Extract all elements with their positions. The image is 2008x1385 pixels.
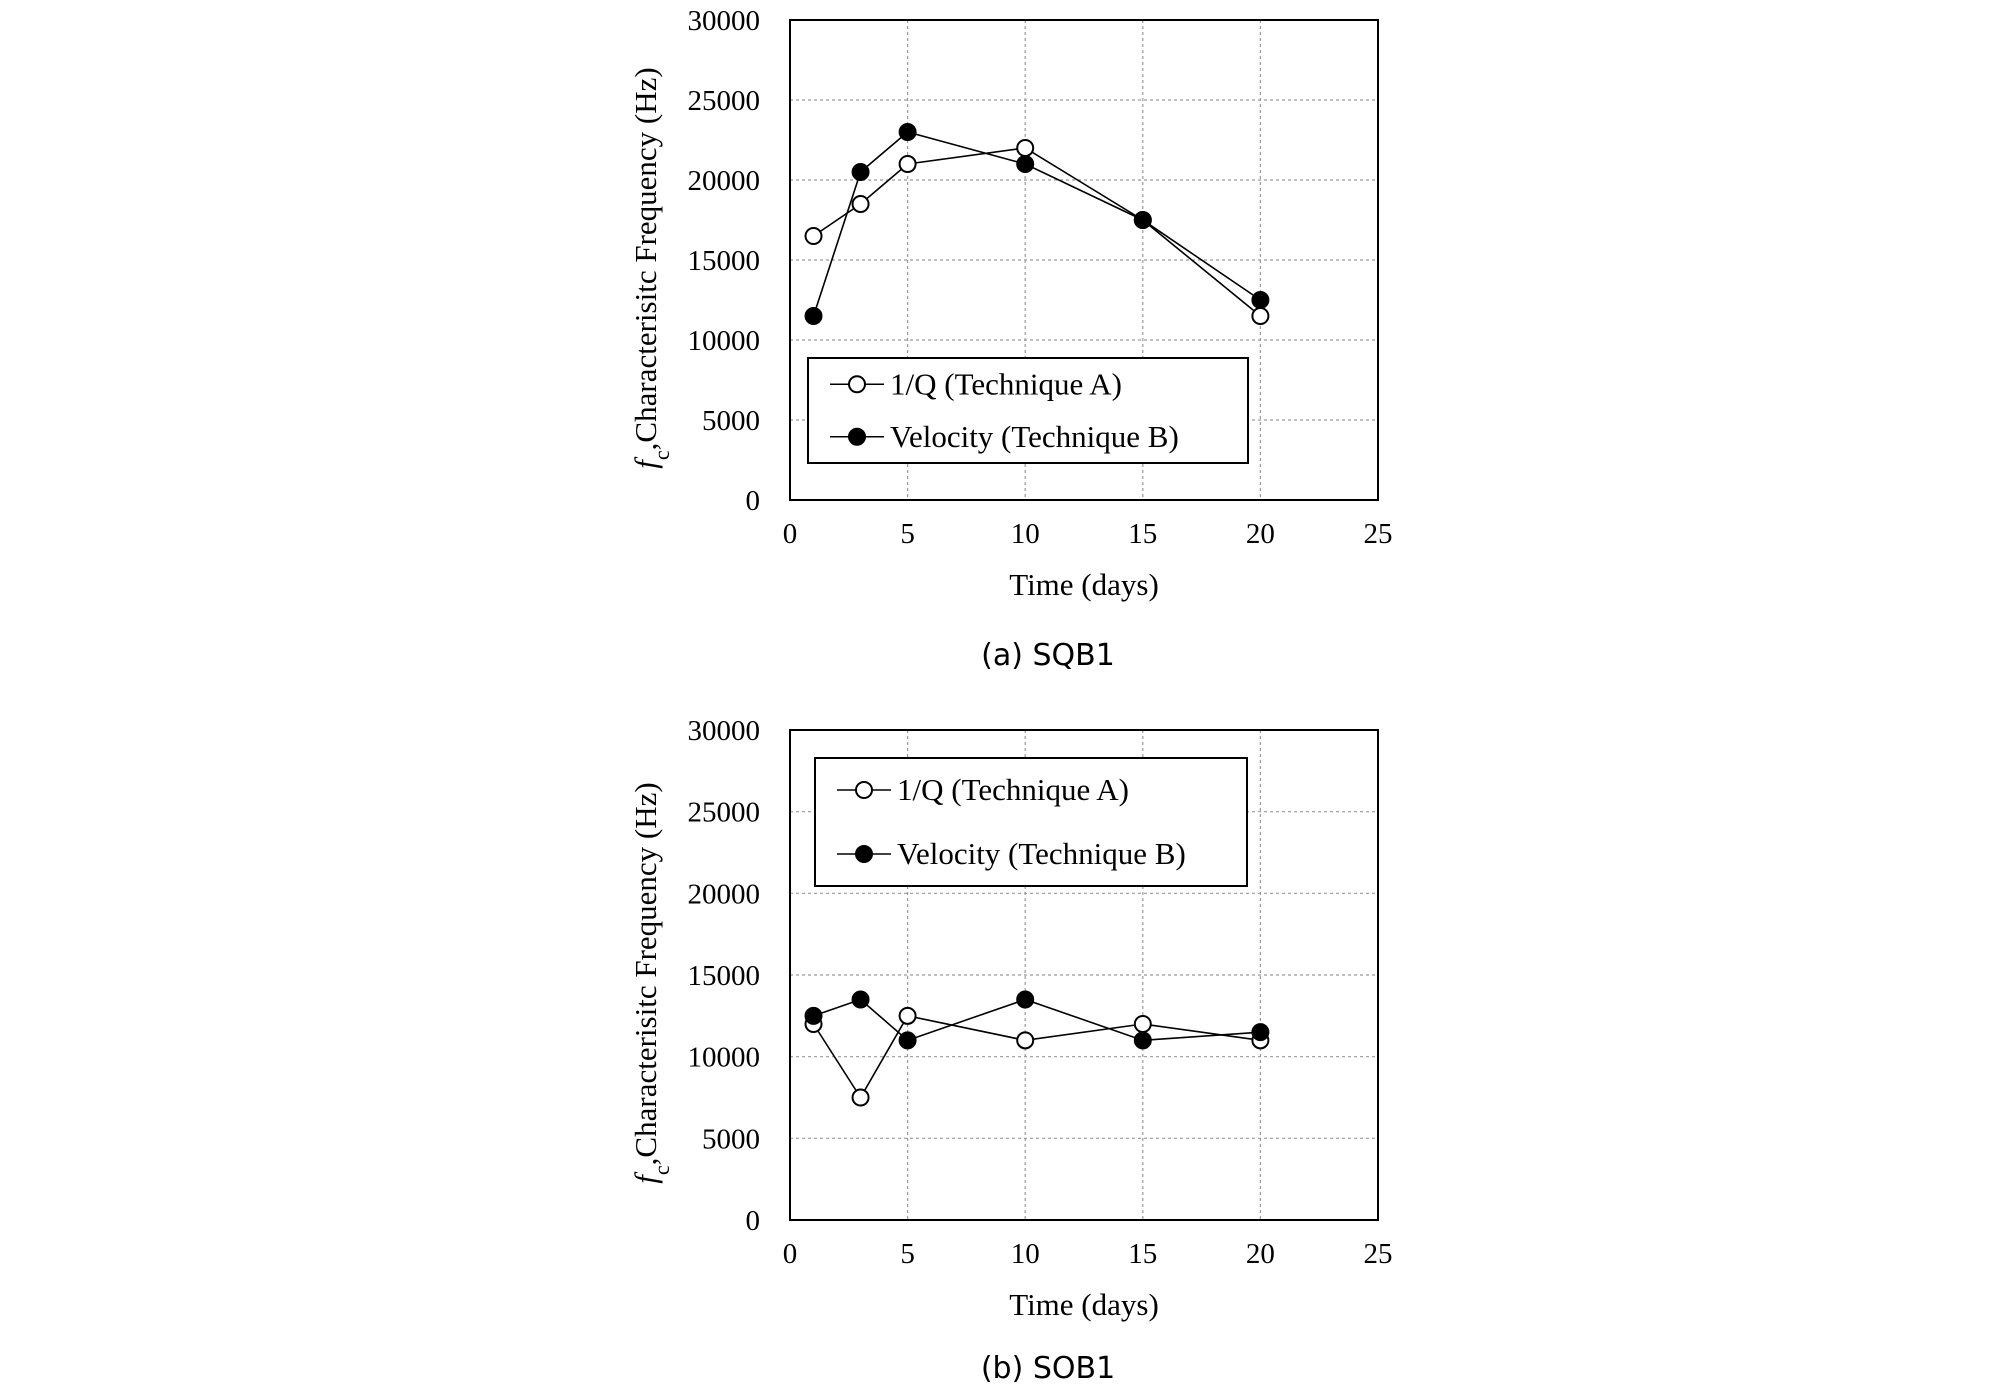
x-axis-title: Time (days) xyxy=(1009,1287,1159,1322)
y-tick-label: 15000 xyxy=(688,960,761,992)
x-tick-label: 15 xyxy=(1128,518,1157,550)
open-circle-marker xyxy=(855,781,873,799)
x-tick-label: 15 xyxy=(1128,1238,1157,1270)
chart-sqb1: 0 5 10 15 20 25 0 5000 10000 15000 20000 25000 30000… xyxy=(628,5,1393,673)
x-tick-label: 0 xyxy=(783,518,798,550)
y-tick-label: 20000 xyxy=(688,165,761,197)
open-circle-marker xyxy=(898,1006,917,1025)
open-circle-marker xyxy=(1016,139,1035,157)
series-layer xyxy=(804,123,1270,325)
series-line xyxy=(812,1014,1261,1100)
plot-frame xyxy=(789,19,1379,501)
legend-entries xyxy=(830,375,884,446)
y-tick-label: 20000 xyxy=(688,878,761,910)
filled-circle-marker xyxy=(851,990,870,1009)
legend-entries xyxy=(837,781,891,863)
y-tick-label: 5000 xyxy=(702,405,760,437)
filled-circle-marker xyxy=(804,307,823,325)
filled-circle-marker xyxy=(898,123,917,141)
y-tick-label: 10000 xyxy=(688,1042,761,1074)
y-axis-label-text: ,Characterisitc Frequency (Hz) xyxy=(628,782,663,1165)
legend-label: Velocity (Technique B) xyxy=(897,836,1186,871)
series-line xyxy=(813,147,1261,317)
y-axis-subscript: c xyxy=(649,450,674,460)
open-circle-marker xyxy=(1251,307,1270,325)
filled-circle-marker xyxy=(1016,990,1035,1009)
tick-labels: 0 5 10 15 20 25 0 5000 10000 15000 20000 25000 30000 xyxy=(688,715,1393,1270)
series-layer xyxy=(804,990,1270,1107)
y-tick-label: 15000 xyxy=(688,245,761,277)
y-tick-label: 10000 xyxy=(688,325,761,357)
y-tick-label: 5000 xyxy=(702,1123,760,1155)
chart-sob1: 0 5 10 15 20 25 0 5000 10000 15000 20000 25000 30000… xyxy=(628,715,1393,1385)
x-tick-label: 20 xyxy=(1246,1238,1275,1270)
filled-circle-marker xyxy=(1251,1023,1270,1042)
open-circle-marker xyxy=(1016,1031,1035,1050)
filled-circle-marker xyxy=(1251,291,1270,309)
x-axis-title: Time (days) xyxy=(1009,567,1159,602)
y-axis-title: fc,Characterisitc Frequency (Hz) xyxy=(628,67,674,468)
x-tick-label: 5 xyxy=(900,1238,915,1270)
legend-label: 1/Q (Technique A) xyxy=(890,366,1122,401)
y-tick-label: 0 xyxy=(746,485,761,517)
open-circle-marker xyxy=(804,227,823,245)
legend-box xyxy=(814,757,1248,887)
filled-circle-marker xyxy=(1016,155,1035,173)
legend-label: 1/Q (Technique A) xyxy=(897,772,1129,807)
x-tick-label: 20 xyxy=(1246,518,1275,550)
open-circle-marker xyxy=(851,1088,870,1107)
legend-label: Velocity (Technique B) xyxy=(890,419,1179,454)
filled-circle-marker xyxy=(898,1031,917,1050)
chart-caption: (b) SOB1 xyxy=(981,1351,1115,1385)
y-tick-label: 25000 xyxy=(688,797,761,829)
y-tick-label: 30000 xyxy=(688,715,761,747)
series-line xyxy=(812,131,1261,317)
x-tick-label: 25 xyxy=(1364,1238,1393,1270)
chart-caption: (a) SQB1 xyxy=(981,638,1115,673)
filled-circle-marker xyxy=(851,163,870,181)
x-tick-label: 10 xyxy=(1011,518,1040,550)
filled-circle-marker xyxy=(804,1006,823,1025)
series-line xyxy=(813,998,1261,1042)
y-axis-subscript: c xyxy=(649,1165,674,1175)
plot-frame xyxy=(789,729,1379,1221)
x-tick-label: 0 xyxy=(783,1238,798,1270)
x-tick-label: 5 xyxy=(900,518,915,550)
y-tick-label: 30000 xyxy=(688,5,761,37)
x-tick-label: 25 xyxy=(1364,518,1393,550)
open-circle-marker xyxy=(848,375,866,394)
open-circle-marker xyxy=(1133,1015,1152,1033)
filled-circle-marker xyxy=(848,427,866,446)
filled-circle-marker xyxy=(1133,1031,1152,1050)
y-tick-label: 0 xyxy=(746,1205,761,1237)
x-tick-label: 10 xyxy=(1011,1238,1040,1270)
legend: 1/Q (Technique A) Velocity (Technique B) xyxy=(807,357,1249,464)
y-axis-label-text: ,Characterisitc Frequency (Hz) xyxy=(628,67,663,450)
legend: 1/Q (Technique A) Velocity (Technique B) xyxy=(814,757,1248,887)
open-circle-marker xyxy=(898,155,917,173)
filled-circle-marker xyxy=(855,845,873,863)
open-circle-marker xyxy=(851,195,870,213)
y-axis-title: fc,Characterisitc Frequency (Hz) xyxy=(628,782,674,1183)
y-tick-label: 25000 xyxy=(688,85,761,117)
tick-labels: 0 5 10 15 20 25 0 5000 10000 15000 20000 25000 30000 xyxy=(688,5,1393,550)
legend-box xyxy=(807,357,1249,464)
filled-circle-marker xyxy=(1133,211,1152,229)
